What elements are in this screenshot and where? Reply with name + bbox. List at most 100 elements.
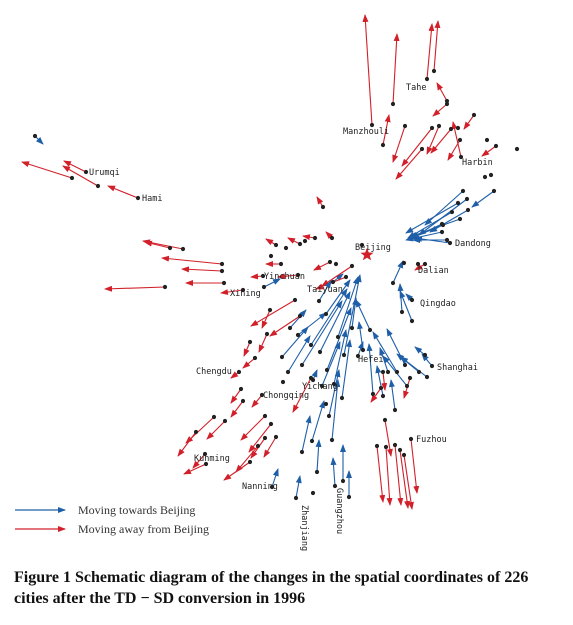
towards-arrow (399, 290, 413, 322)
away-arrow (394, 444, 404, 506)
away-arrow (223, 461, 251, 481)
city-dot (424, 374, 430, 380)
city-dot (278, 261, 284, 267)
city-dot (409, 318, 415, 324)
city-dot (482, 174, 488, 180)
away-arrow (432, 103, 448, 117)
away-arrow (240, 415, 266, 441)
away-arrow (181, 266, 223, 273)
city-dot (444, 101, 450, 107)
arrow-hami (107, 185, 139, 199)
city-dot (341, 352, 347, 358)
city-dot (399, 309, 405, 315)
city-dot (332, 483, 338, 489)
city-dot (193, 429, 199, 435)
city-dot (238, 386, 244, 392)
city-dot (378, 385, 384, 391)
city-dot (292, 297, 298, 303)
city-dot (401, 452, 407, 458)
city-dot (222, 418, 228, 424)
city-dot (346, 494, 352, 500)
city-dot (69, 175, 75, 181)
city-dot (455, 200, 461, 206)
city-dot (484, 137, 490, 143)
city-label-kunming: Kunming (194, 454, 230, 464)
away-arrow (250, 299, 296, 327)
arrow-xining (220, 289, 244, 296)
towards-arrow (366, 343, 374, 395)
city-dot-hefei (355, 353, 361, 359)
city-dot-manzhouli (369, 122, 375, 128)
city-dot (299, 362, 305, 368)
towards-arrow (382, 355, 408, 387)
city-label-guangzhou: Guangzhou (334, 488, 344, 534)
towards-arrow (318, 280, 332, 302)
city-dot (95, 183, 101, 189)
city-dot (383, 444, 389, 450)
city-dot (297, 241, 303, 247)
city-dot (380, 369, 386, 375)
legend-away-label: Moving away from Beijing (78, 522, 209, 536)
city-dot (203, 461, 209, 467)
city-label-dandong: Dandong (455, 239, 491, 249)
city-dot (444, 237, 450, 243)
city-dot (268, 421, 274, 427)
city-dot (380, 393, 386, 399)
city-dot (308, 342, 314, 348)
city-dot (323, 311, 329, 317)
city-label-shanghai: Shanghai (437, 363, 478, 373)
away-arrow (382, 114, 391, 146)
city-dot (335, 334, 341, 340)
arrow-nanning (271, 468, 279, 488)
city-dot (349, 263, 355, 269)
city-dot-chongqing (259, 392, 265, 398)
city-dot (392, 407, 398, 413)
city-dot (285, 369, 291, 375)
towards-arrow (357, 321, 364, 351)
city-dot-chengdu (236, 369, 242, 375)
away-arrow (269, 315, 301, 337)
city-dot (370, 391, 376, 397)
city-label-chongqing: Chongqing (263, 391, 309, 401)
city-dot (382, 417, 388, 423)
away-arrow (235, 445, 259, 473)
city-dot (310, 490, 316, 496)
towards-arrow (295, 475, 302, 499)
away-arrow (242, 357, 256, 369)
city-dot (273, 434, 279, 440)
away-arrow (376, 445, 386, 503)
city-dot (416, 369, 422, 375)
city-dot-tahe (424, 76, 430, 82)
city-dot (273, 242, 279, 248)
city-dot (312, 235, 318, 241)
city-dot (280, 379, 286, 385)
city-dot (219, 268, 225, 274)
city-dot (436, 123, 442, 129)
city-dot (444, 98, 450, 104)
towards-arrow (372, 331, 398, 373)
city-dot (460, 188, 466, 194)
city-dot-xining (240, 287, 246, 293)
city-dot (431, 68, 437, 74)
city-dot (390, 101, 396, 107)
away-arrow (403, 454, 414, 510)
city-dot (465, 207, 471, 213)
city-dot (295, 272, 301, 278)
away-arrow (258, 333, 268, 353)
towards-arrow (301, 300, 343, 366)
city-dot (262, 435, 268, 441)
away-arrow (399, 449, 411, 509)
city-dot (219, 261, 225, 267)
towards-arrow (311, 400, 325, 442)
towards-arrow (379, 347, 389, 373)
city-dot (262, 413, 268, 419)
city-dot (162, 284, 168, 290)
away-arrow (436, 82, 448, 102)
away-arrow (463, 114, 475, 130)
city-dot (349, 325, 355, 331)
towards-arrow (315, 439, 322, 473)
city-dot (323, 401, 329, 407)
towards-arrow (319, 291, 351, 353)
away-arrow (392, 125, 406, 163)
city-dot (394, 369, 400, 375)
